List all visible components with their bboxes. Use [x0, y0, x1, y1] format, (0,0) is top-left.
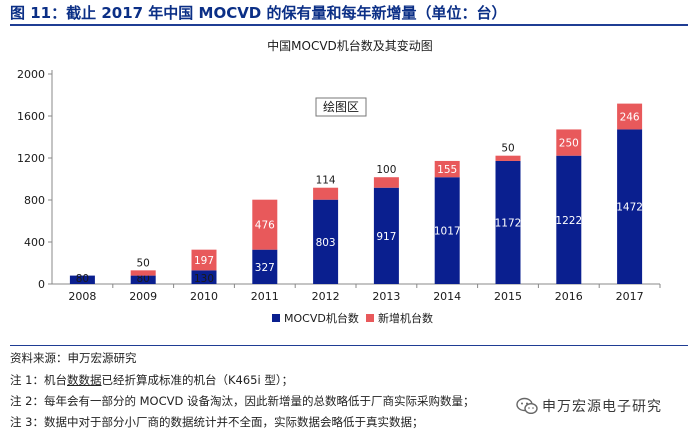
watermark-text: 申万宏源电子研究	[542, 399, 662, 415]
bar-mocvd-total	[130, 275, 156, 284]
bar-mocvd-total	[313, 199, 339, 284]
source-divider	[10, 345, 688, 346]
plot-area-label: 绘图区	[323, 99, 359, 114]
data-label-mocvd-total: 327	[255, 262, 275, 274]
data-label-new-added: 100	[376, 164, 396, 176]
note-2: 注 2：每年会有一部分的 MOCVD 设备淘汰，因此新增量的总数略低于厂商实际采…	[10, 394, 475, 408]
data-label-new-added: 50	[137, 257, 150, 269]
x-tick-label: 2014	[433, 290, 461, 303]
bar-mocvd-total	[556, 155, 582, 284]
bar-mocvd-total	[434, 177, 460, 284]
data-label-new-added: 476	[255, 220, 275, 232]
bar-mocvd-total	[69, 275, 95, 284]
data-label-new-added: 155	[437, 164, 457, 176]
data-label-mocvd-total: 1172	[495, 217, 522, 229]
x-tick-label: 2009	[129, 290, 157, 303]
note-1-suffix: 已经折算成标准的机台（K465i 型）；	[101, 373, 294, 387]
data-label-mocvd-total: 1222	[555, 215, 582, 227]
bar-new-added	[617, 103, 643, 130]
data-label-new-added: 250	[559, 138, 579, 150]
bar-new-added	[313, 187, 339, 200]
note-1-prefix: 注 1：机台	[10, 373, 67, 387]
bar-new-added	[252, 199, 278, 250]
bar-mocvd-total	[373, 187, 399, 284]
chart-title: 中国MOCVD机台数及其变动图	[267, 38, 433, 53]
data-label-mocvd-total: 80	[137, 273, 150, 285]
figure-title: 图 11：截止 2017 年中国 MOCVD 的保有量和每年新增量（单位：台）	[10, 4, 507, 22]
data-label-mocvd-total: 1472	[616, 202, 643, 214]
bar-new-added	[373, 177, 399, 188]
y-tick-label: 400	[24, 236, 45, 249]
data-label-mocvd-total: 1017	[434, 226, 461, 238]
x-tick-label: 2015	[494, 290, 522, 303]
bar-mocvd-total	[495, 160, 521, 284]
x-tick-label: 2011	[251, 290, 279, 303]
y-tick-label: 0	[38, 278, 45, 291]
note-3: 注 3：数据中对于部分小厂商的数据统计并不全面，实际数据会略低于真实数据；	[10, 415, 424, 429]
y-tick-label: 2000	[17, 68, 45, 81]
data-label-new-added: 197	[194, 255, 214, 267]
data-label-mocvd-total: 917	[376, 231, 396, 243]
source-note: 资料来源：申万宏源研究	[10, 351, 137, 365]
watermark: 申万宏源电子研究	[516, 396, 662, 416]
legend-swatch-new-added	[366, 314, 374, 322]
legend-label-mocvd-total: MOCVD机台数	[284, 311, 359, 325]
x-tick-label: 2017	[616, 290, 644, 303]
data-label-mocvd-total: 130	[194, 273, 214, 285]
x-tick-label: 2010	[190, 290, 218, 303]
x-tick-label: 2008	[68, 290, 96, 303]
bar-new-added	[495, 155, 521, 161]
legend-label-new-added: 新增机台数	[378, 311, 433, 325]
x-tick-label: 2016	[555, 290, 583, 303]
x-tick-label: 2013	[372, 290, 400, 303]
bar-mocvd-total	[617, 129, 643, 284]
plot-area-label-box	[315, 97, 367, 117]
x-tick-label: 2012	[312, 290, 340, 303]
bar-mocvd-total	[252, 249, 278, 284]
bar-new-added	[130, 270, 156, 276]
legend-swatch-mocvd-total	[272, 314, 280, 322]
bar-new-added	[191, 249, 217, 271]
note-1: 注 1：机台数数据已经折算成标准的机台（K465i 型）；	[10, 372, 293, 388]
data-label-mocvd-total: 80	[76, 273, 89, 285]
y-tick-label: 1200	[17, 152, 45, 165]
bar-new-added	[434, 160, 460, 178]
data-label-new-added: 114	[316, 175, 336, 187]
title-divider	[10, 24, 688, 26]
bar-new-added	[556, 129, 582, 156]
note-1-underlined: 数数据	[66, 373, 102, 387]
data-label-new-added: 246	[620, 112, 640, 124]
wechat-icon	[516, 397, 538, 415]
data-label-mocvd-total: 803	[316, 237, 336, 249]
y-tick-label: 800	[24, 194, 45, 207]
data-label-new-added: 50	[501, 143, 514, 155]
bar-mocvd-total	[191, 270, 217, 284]
y-tick-label: 1600	[17, 110, 45, 123]
